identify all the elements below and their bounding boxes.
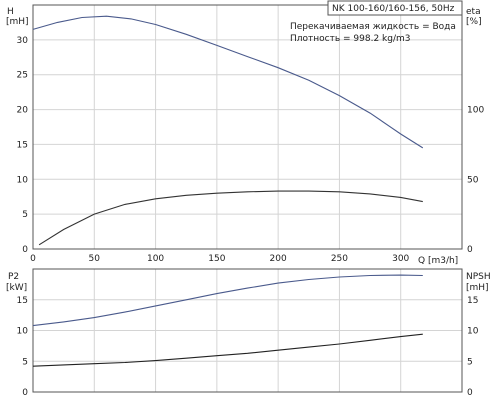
x-tick-label: 50 <box>89 254 101 264</box>
top-right-tick-labels: 0 50 100 <box>467 106 484 255</box>
curve-p2 <box>32 274 423 327</box>
right-tick-label: 5 <box>467 357 473 367</box>
bottom-chart-curves <box>32 274 423 367</box>
right-tick-label: 0 <box>467 388 473 398</box>
top-right-axis-label: eta <box>466 7 481 17</box>
x-axis-label: Q [m3/h] <box>418 256 458 266</box>
left-tick-label: 10 <box>17 175 29 185</box>
x-tick-label: 300 <box>392 254 409 264</box>
left-tick-label: 15 <box>17 140 28 150</box>
bottom-chart-frame <box>32 268 463 393</box>
curve-h <box>32 15 424 149</box>
top-chart-frame <box>32 4 463 250</box>
x-tick-label: 250 <box>331 254 348 264</box>
right-tick-label: 100 <box>467 106 484 116</box>
x-tick-label: 100 <box>147 254 164 264</box>
bottom-right-axis-unit: [mH] <box>466 283 489 293</box>
bottom-right-tick-labels: 0 5 10 15 <box>467 296 479 398</box>
annotation-density: Плотность = 998.2 kg/m3 <box>290 34 411 44</box>
top-x-tick-labels: 0 50 100 150 200 250 300 <box>30 254 409 264</box>
bottom-left-tick-labels: 0 5 10 15 <box>17 296 29 398</box>
bottom-chart-grid <box>33 269 462 392</box>
right-tick-label: 10 <box>467 327 479 337</box>
x-tick-label: 200 <box>270 254 287 264</box>
left-tick-label: 5 <box>22 357 28 367</box>
left-tick-label: 25 <box>17 71 28 81</box>
x-tick-label: 150 <box>208 254 225 264</box>
left-tick-label: 15 <box>17 296 28 306</box>
title-box <box>327 0 463 16</box>
curve-npsh <box>32 333 423 367</box>
right-tick-label: 15 <box>467 296 478 306</box>
right-tick-label: 0 <box>467 245 473 255</box>
left-tick-label: 0 <box>22 245 28 255</box>
top-left-tick-labels: 0 5 10 15 20 25 30 <box>17 36 29 255</box>
bottom-left-axis-label: P2 <box>8 272 19 282</box>
left-tick-label: 20 <box>17 106 29 116</box>
x-tick-label: 0 <box>30 254 36 264</box>
top-left-axis-unit: [mH] <box>6 17 29 27</box>
annotation-liquid: Перекачиваемая жидкость = Вода <box>290 22 456 32</box>
left-tick-label: 5 <box>22 210 28 220</box>
bottom-left-axis-unit: [kW] <box>6 283 27 293</box>
top-chart-curves <box>32 15 424 246</box>
left-tick-label: 10 <box>17 327 29 337</box>
top-right-axis-unit: [%] <box>466 17 482 27</box>
left-tick-label: 0 <box>22 388 28 398</box>
bottom-right-axis-label: NPSH <box>466 272 491 282</box>
right-tick-label: 50 <box>467 175 479 185</box>
top-left-axis-label: H <box>7 7 14 17</box>
left-tick-label: 30 <box>17 36 29 46</box>
curve-eta <box>38 190 423 246</box>
chart-title: NK 100-160/160-156, 50Hz <box>332 4 455 14</box>
